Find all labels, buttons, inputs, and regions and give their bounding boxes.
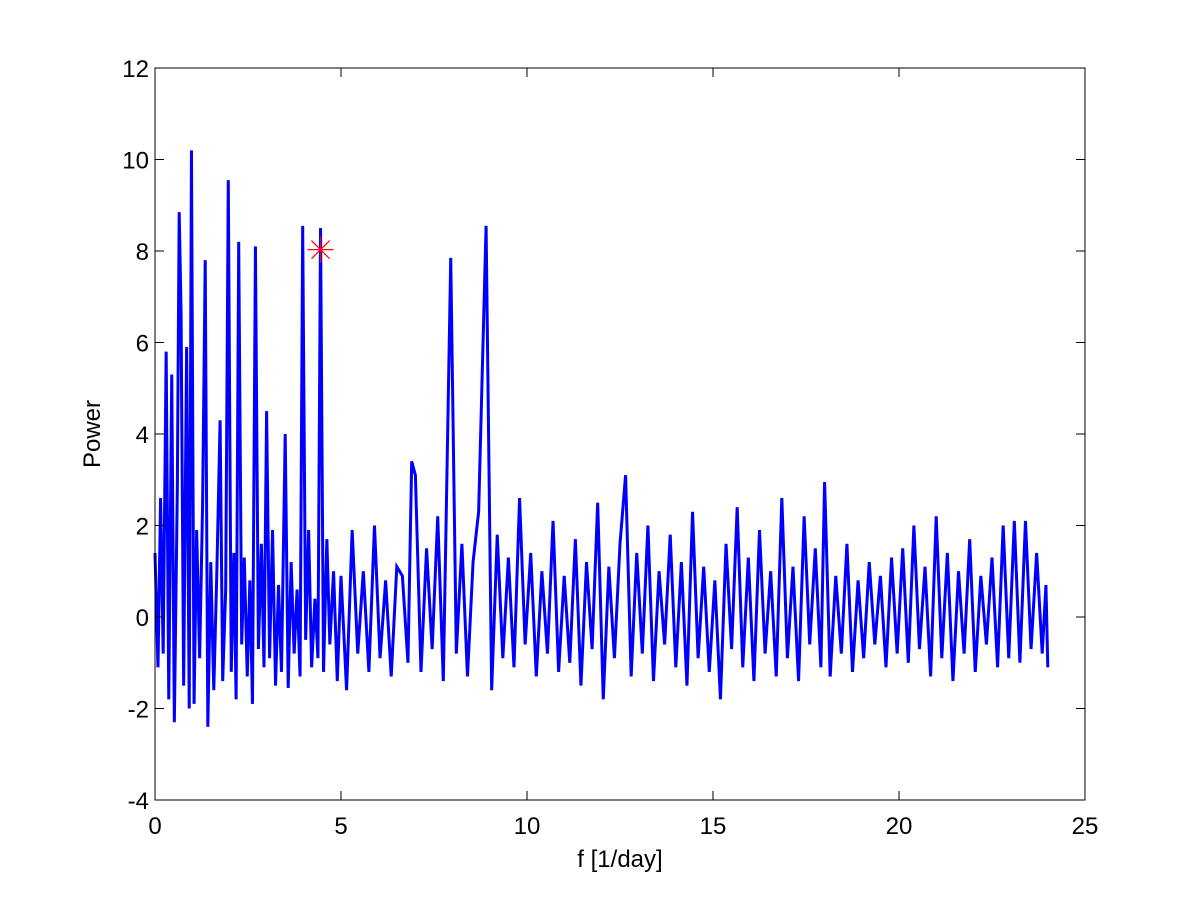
highlight-marker bbox=[307, 236, 334, 263]
x-axis-label: f [1/day] bbox=[577, 846, 662, 873]
x-tick-label: 5 bbox=[334, 813, 347, 840]
y-tick-label: 0 bbox=[136, 605, 149, 632]
y-tick-label: 10 bbox=[122, 148, 149, 175]
y-tick-label: -4 bbox=[128, 788, 149, 815]
y-tick-label: 12 bbox=[122, 56, 149, 83]
x-tick-label: 15 bbox=[700, 813, 727, 840]
y-tick-label: 4 bbox=[136, 422, 149, 449]
x-tick-label: 10 bbox=[514, 813, 541, 840]
x-tick-label: 25 bbox=[1072, 813, 1099, 840]
y-tick-label: 6 bbox=[136, 331, 149, 358]
marker-stroke bbox=[311, 240, 331, 260]
data-line bbox=[153, 150, 1050, 727]
y-tick-label: 2 bbox=[136, 514, 149, 541]
x-tick-label: 0 bbox=[148, 813, 161, 840]
y-tick-label: 8 bbox=[136, 239, 149, 266]
y-axis-label: Power bbox=[79, 400, 106, 468]
y-tick-label: -2 bbox=[128, 697, 149, 724]
x-tick-label: 20 bbox=[886, 813, 913, 840]
